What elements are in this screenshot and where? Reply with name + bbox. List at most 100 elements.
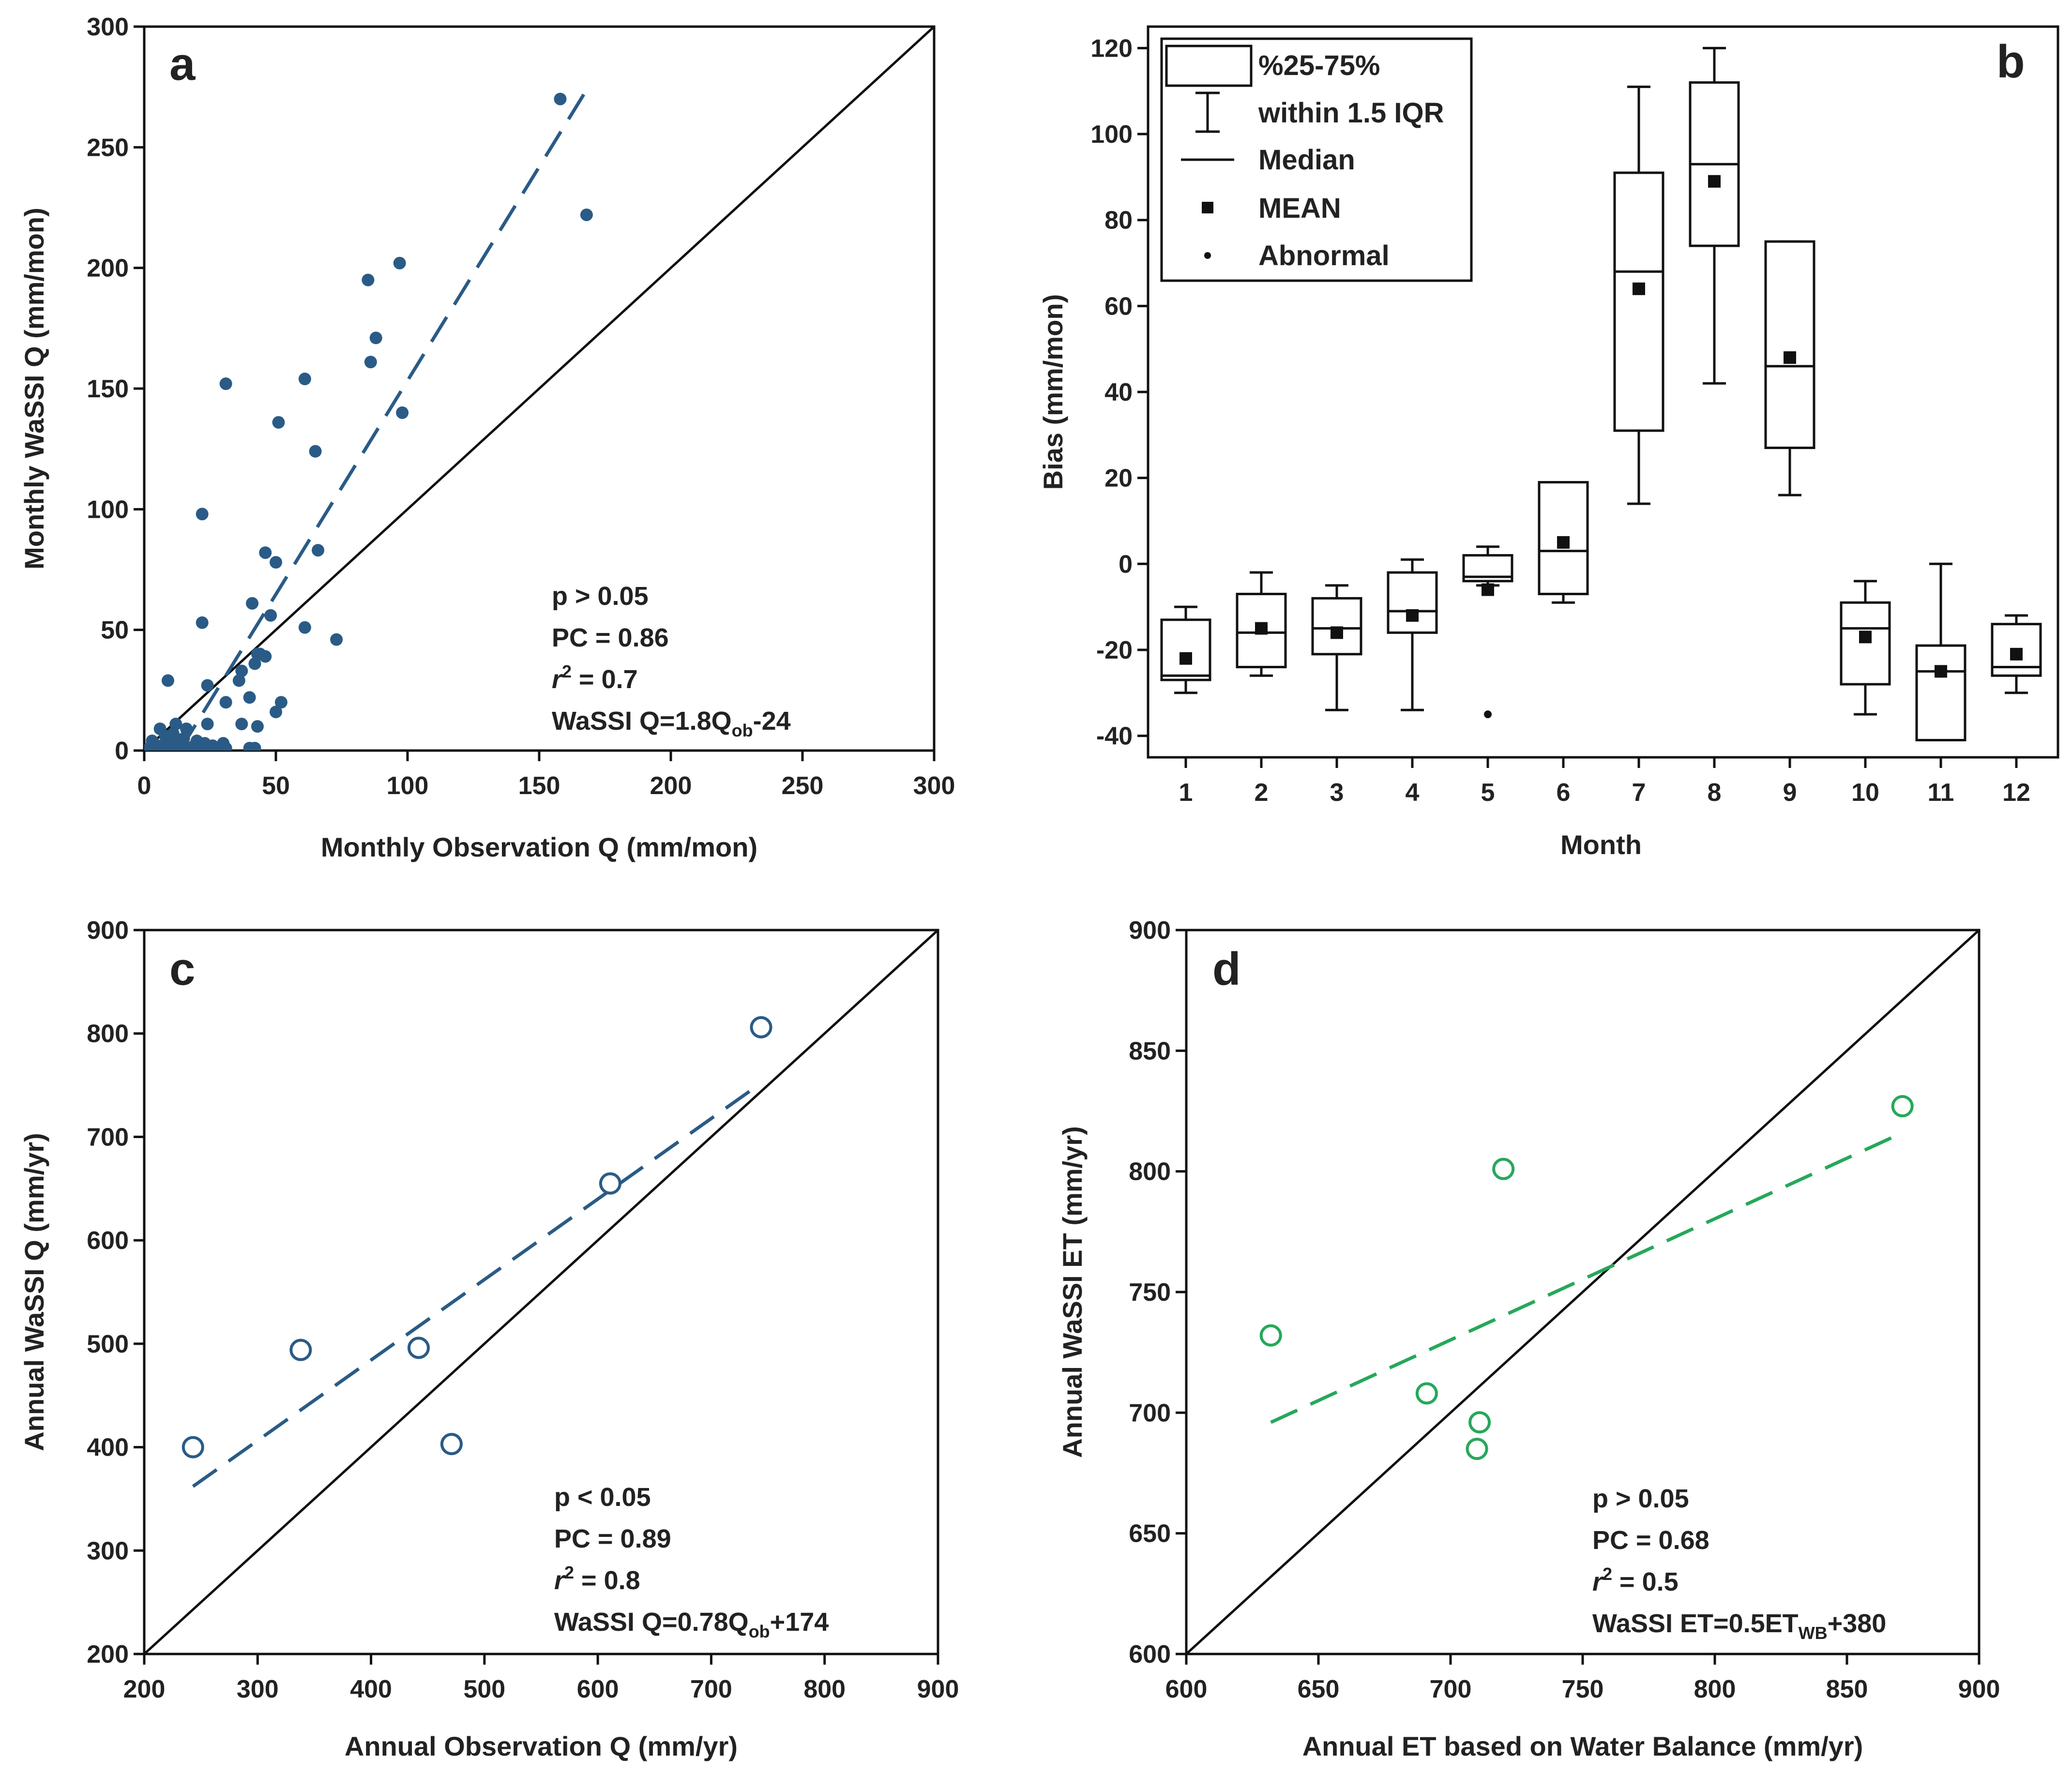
panel-d-plot-area <box>1186 930 1979 1654</box>
iqr-box <box>1160 618 1211 681</box>
x-tick-label: 9 <box>1783 779 1797 807</box>
panel-b-ylabel: Bias (mm/mon) <box>1038 294 1068 490</box>
panel-c-ylabel: Annual WaSSI Q (mm/yr) <box>19 1133 49 1451</box>
panel-c-y-ticks: 200 300 400 500 600 700 800 900 <box>87 917 144 1669</box>
box-month-4 <box>1387 558 1438 711</box>
y-tick-label: 800 <box>1129 1158 1171 1186</box>
panel-a-equation: WaSSI Q=1.8Qob-24 <box>552 707 791 740</box>
y-tick-label: 200 <box>87 1640 129 1669</box>
panel-c-equation: WaSSI Q=0.78Qob+174 <box>554 1608 829 1641</box>
legend-box-label: %25-75% <box>1258 50 1380 81</box>
panel-d-p-value: p > 0.05 <box>1592 1484 1689 1513</box>
x-tick-label: 200 <box>123 1675 166 1703</box>
legend-mean-label: MEAN <box>1258 193 1341 224</box>
iqr-box <box>1915 644 1966 741</box>
data-point <box>235 718 248 731</box>
box-month-12 <box>1991 614 2042 694</box>
y-tick-label: 250 <box>87 134 129 162</box>
data-point <box>259 546 272 559</box>
legend-whisker-label: within 1.5 IQR <box>1258 97 1444 129</box>
panel-d-annotation: p > 0.05 PC = 0.68 r2 = 0.5 WaSSI ET=0.5… <box>1592 1484 1886 1643</box>
iqr-box <box>1311 597 1362 656</box>
y-tick-label: 600 <box>87 1227 129 1255</box>
data-point <box>369 331 382 345</box>
x-tick-label: 50 <box>262 772 290 800</box>
panel-c-x-ticks: 200 300 400 500 600 700 800 900 <box>123 1654 959 1703</box>
regression-fit-line <box>192 1082 762 1488</box>
data-point <box>270 556 282 569</box>
y-tick-label: 20 <box>1104 465 1133 493</box>
box-month-10 <box>1840 580 1891 716</box>
one-to-one-line <box>144 27 934 751</box>
panel-d-label: d <box>1212 943 1241 995</box>
panel-a-xlabel: Monthly Observation Q (mm/mon) <box>321 832 757 862</box>
data-point <box>1466 1438 1488 1460</box>
data-point <box>248 657 261 670</box>
data-point <box>1259 1324 1282 1347</box>
y-tick-label: 100 <box>87 496 129 524</box>
mean-marker <box>1708 175 1721 188</box>
y-tick-label: 600 <box>1129 1640 1171 1669</box>
x-tick-label: 100 <box>387 772 429 800</box>
data-point <box>1492 1158 1515 1180</box>
data-point <box>274 696 287 709</box>
y-tick-label: 700 <box>1129 1399 1171 1427</box>
data-point <box>270 706 282 719</box>
box-month-1 <box>1160 605 1211 694</box>
x-tick-label: 650 <box>1298 1675 1340 1703</box>
y-tick-label: 40 <box>1104 378 1133 406</box>
data-point <box>219 696 232 709</box>
panel-a-label: a <box>169 38 196 90</box>
x-tick-label: 500 <box>463 1675 505 1703</box>
iqr-box <box>1764 240 1815 449</box>
panel-c-frame <box>143 929 939 1655</box>
panel-d: 600 650 700 750 800 850 900 600 650 700 750 800 850… <box>1057 917 2000 1761</box>
x-tick-label: 600 <box>577 1675 619 1703</box>
y-tick-label: 50 <box>101 616 129 645</box>
box-month-6 <box>1538 481 1589 604</box>
y-tick-label: 750 <box>1129 1278 1171 1307</box>
y-tick-label: 300 <box>87 13 129 41</box>
box-month-5 <box>1462 545 1513 719</box>
data-point <box>272 416 285 429</box>
mean-marker <box>1255 622 1268 635</box>
legend-mean-swatch <box>1202 202 1213 213</box>
y-tick-label: 700 <box>87 1123 129 1151</box>
panel-c-r2-value: r2 = 0.8 <box>554 1563 640 1595</box>
data-point <box>235 664 248 677</box>
x-tick-label: 900 <box>1958 1675 2000 1703</box>
data-point <box>264 609 277 622</box>
panel-a-x-ticks: 0 50 100 150 200 250 300 <box>137 751 955 800</box>
y-tick-label: 300 <box>87 1537 129 1565</box>
data-point <box>580 208 593 221</box>
x-tick-label: 800 <box>803 1675 846 1703</box>
data-point <box>440 1433 463 1456</box>
x-tick-label: 700 <box>1430 1675 1472 1703</box>
mean-marker <box>1482 583 1494 596</box>
x-tick-label: 200 <box>650 772 692 800</box>
panel-c-xlabel: Annual Observation Q (mm/yr) <box>345 1731 738 1761</box>
x-tick-label: 10 <box>1851 779 1879 807</box>
y-tick-label: 650 <box>1129 1520 1171 1548</box>
x-tick-label: 300 <box>237 1675 279 1703</box>
x-tick-label: 750 <box>1562 1675 1604 1703</box>
y-tick-label: 100 <box>1090 120 1133 149</box>
data-point <box>364 356 377 369</box>
x-tick-label: 2 <box>1255 779 1269 807</box>
data-point <box>196 616 209 629</box>
box-month-9 <box>1764 240 1815 496</box>
mean-marker <box>1633 282 1645 295</box>
one-to-one-line <box>144 930 938 1654</box>
data-point <box>181 1436 204 1458</box>
x-tick-label: 300 <box>913 772 955 800</box>
panel-a-plot-area <box>144 27 934 751</box>
x-tick-label: 150 <box>518 772 560 800</box>
data-point <box>196 508 209 521</box>
panel-b-legend: %25-75% within 1.5 IQR Median MEAN Abnor… <box>1160 37 1473 282</box>
panel-c-annotation: p < 0.05 PC = 0.89 r2 = 0.8 WaSSI Q=0.78… <box>554 1483 829 1641</box>
data-point <box>298 373 311 386</box>
x-tick-label: 1 <box>1179 779 1193 807</box>
x-tick-label: 400 <box>350 1675 392 1703</box>
